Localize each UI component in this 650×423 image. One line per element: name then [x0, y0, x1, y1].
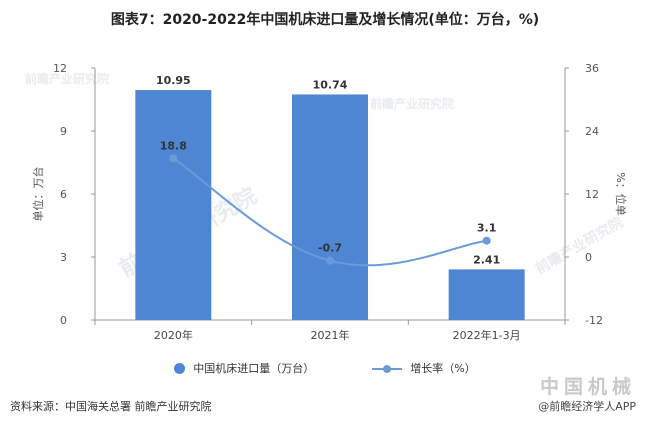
legend-label-line: 增长率（%） — [410, 362, 476, 375]
credit-text: @前瞻经济学人APP — [538, 400, 636, 413]
bar-data-label: 2.41 — [473, 253, 500, 266]
y-tick-label-right: 36 — [585, 62, 599, 75]
y-axis-title-left: 单位：万台 — [31, 167, 45, 222]
y-tick-label-right: 12 — [585, 188, 599, 201]
legend-item-bar: 中国机床进口量（万台） — [174, 360, 314, 376]
line-point — [482, 236, 491, 245]
watermark-badge: 中国机械 — [539, 376, 636, 398]
source-note: 资料来源：中国海关总署 前瞻产业研究院 — [10, 400, 212, 413]
legend-marker-bar — [174, 362, 186, 374]
y-axis-title-right: %：位单 — [614, 172, 628, 215]
line-data-label: 18.8 — [160, 139, 187, 152]
legend-marker-line — [372, 363, 403, 374]
bar — [292, 94, 368, 321]
legend: 中国机床进口量（万台） 增长率（%） — [0, 360, 650, 376]
watermark: 前瞻产业研究院 — [370, 97, 455, 111]
y-tick-label-left: 12 — [53, 62, 67, 75]
x-tick-label: 2022年1-3月 — [453, 328, 521, 342]
y-tick-label-right: 0 — [585, 251, 592, 264]
bar — [448, 269, 525, 320]
line-data-label: 3.1 — [477, 222, 497, 235]
chart-title: 图表7：2020-2022年中国机床进口量及增长情况(单位：万台，%) — [110, 12, 540, 28]
y-tick-label-left: 3 — [60, 251, 67, 264]
legend-label-bar: 中国机床进口量（万台） — [193, 362, 315, 375]
y-tick-label-left: 0 — [60, 314, 67, 327]
y-tick-label-left: 9 — [60, 125, 67, 138]
x-tick-label: 2020年 — [154, 328, 193, 342]
y-tick-label-right: 24 — [585, 125, 599, 138]
y-tick-label-left: 6 — [60, 188, 67, 201]
legend-item-line: 增长率（%） — [372, 360, 476, 376]
line-data-label: -0.7 — [318, 242, 342, 255]
bar — [135, 90, 212, 320]
bar-data-label: 10.74 — [313, 78, 348, 91]
y-tick-label-right: -12 — [585, 314, 603, 327]
line-point — [326, 256, 334, 265]
line-point — [169, 154, 178, 163]
bar-data-label: 10.95 — [156, 74, 191, 87]
watermark: 前瞻产业研究院 — [25, 72, 110, 86]
x-tick-label: 2021年 — [311, 328, 350, 342]
